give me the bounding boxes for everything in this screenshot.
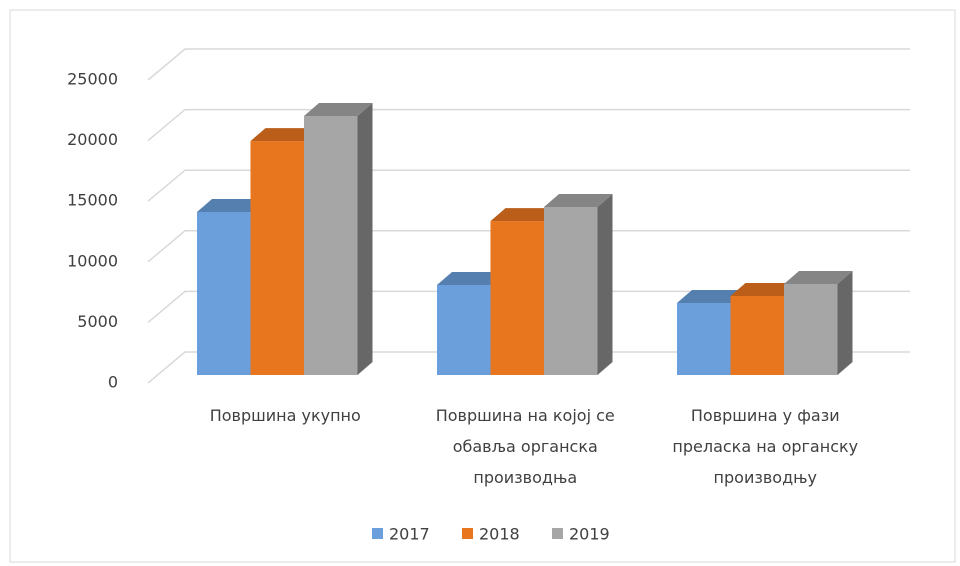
bar — [784, 283, 838, 375]
grid-line — [147, 230, 910, 263]
x-tick-label: Површина на којој се обавља органска про… — [435, 406, 615, 487]
bar — [197, 211, 251, 375]
grid-line — [147, 351, 910, 384]
grid-line — [147, 169, 910, 202]
bar — [490, 221, 544, 375]
chart-border — [9, 9, 956, 563]
legend-swatch — [372, 528, 383, 539]
bar-top — [437, 271, 506, 285]
bar — [304, 115, 358, 375]
bar — [544, 207, 598, 375]
y-tick-label: 25000 — [67, 70, 118, 89]
legend-swatch — [552, 528, 563, 539]
grid-line — [147, 48, 910, 81]
bar-top — [730, 282, 799, 296]
y-tick-label: 15000 — [67, 191, 118, 210]
legend-label: 2017 — [389, 525, 430, 544]
bar-side — [597, 194, 613, 375]
grid-line — [147, 290, 910, 323]
bar-top — [490, 208, 559, 222]
bar-top — [677, 290, 746, 304]
bar-top — [544, 194, 613, 208]
y-tick-label: 5000 — [77, 312, 118, 331]
y-tick-label: 20000 — [67, 130, 118, 149]
legend-swatch — [462, 528, 473, 539]
bar — [730, 295, 784, 375]
bar — [250, 141, 304, 375]
y-tick-label: 10000 — [67, 251, 118, 270]
bar-top — [250, 128, 319, 142]
legend-label: 2018 — [479, 525, 520, 544]
bar — [677, 303, 731, 375]
y-tick-label: 0 — [108, 373, 118, 392]
legend-label: 2019 — [569, 525, 610, 544]
x-tick-label: Површина у фази преласка на органску про… — [672, 406, 859, 487]
bar-side — [357, 102, 373, 375]
bar-side — [837, 270, 853, 375]
bar-top — [197, 198, 266, 212]
grid-line — [147, 108, 910, 142]
bar-top — [304, 102, 373, 116]
bar — [437, 284, 491, 375]
x-tick-label: Површина укупно — [209, 406, 361, 425]
bar-top — [784, 270, 853, 284]
